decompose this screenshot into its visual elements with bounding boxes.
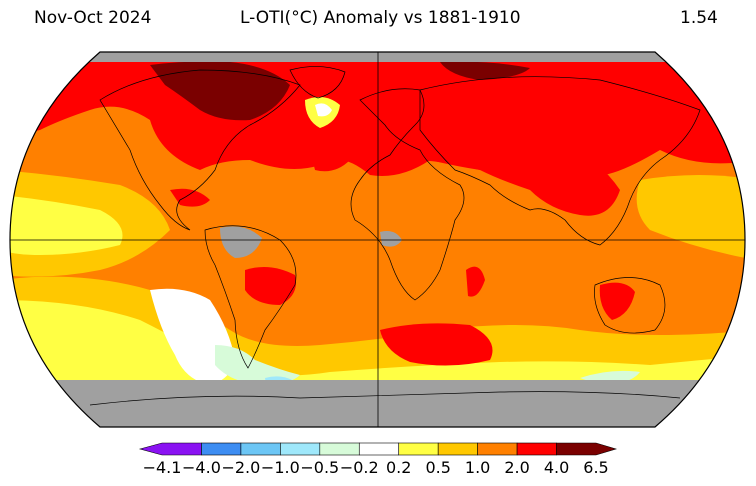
colorbar-swatch	[477, 442, 518, 456]
madagascar-red	[466, 266, 485, 297]
atlantic-red	[310, 148, 350, 172]
south-atlantic-red	[380, 323, 493, 366]
asia-red	[400, 126, 620, 216]
colorbar-tick-label: −1.0	[261, 458, 300, 477]
colorbar-swatch	[240, 442, 281, 456]
colorbar-tick-label: 4.0	[544, 458, 569, 477]
australia-red	[599, 282, 635, 320]
colorbar-tick-label: −4.1	[143, 458, 182, 477]
colorbar-tick-label: −2.0	[221, 458, 260, 477]
colorbar-tick-label: 1.0	[465, 458, 490, 477]
europe-africa-coast	[350, 88, 465, 301]
brazil-red	[245, 266, 296, 305]
colorbar-tick-label: 0.5	[425, 458, 450, 477]
colorbar-group: −4.1 −4.0 −2.0 −1.0 −0.5 −0.2 0.2 0.5 1.0 2.0 4.0 6…	[138, 442, 618, 477]
arctic-missing	[10, 52, 745, 62]
colorbar-tick-label: −0.2	[340, 458, 379, 477]
colorbar-swatch	[319, 442, 360, 456]
canada-dark-red	[150, 61, 290, 121]
map-title: L-OTI(°C) Anomaly vs 1881-1910	[240, 8, 521, 28]
colorbar-tick-label: −0.5	[300, 458, 339, 477]
period-label: Nov-Oct 2024	[34, 8, 152, 28]
amazon-missing	[220, 226, 262, 258]
anomaly-field	[10, 52, 745, 427]
colorbar-swatch	[201, 442, 242, 456]
antarctica-coast	[89, 391, 681, 406]
asia-coast	[419, 76, 701, 246]
greenland-coast	[289, 66, 346, 99]
colorbar-swatch	[138, 442, 202, 456]
congo-missing	[380, 231, 402, 247]
colorbar-tick-label: 0.2	[386, 458, 411, 477]
colorbar-tick-label: −4.0	[182, 458, 221, 477]
colorbar-swatch	[516, 442, 557, 456]
global-mean-value: 1.54	[680, 8, 718, 28]
colorbar-swatch	[358, 442, 400, 456]
west-pacific-gold	[636, 175, 745, 260]
north-atlantic-white	[315, 103, 332, 117]
colorbar-swatch	[280, 442, 321, 456]
colorbar-swatch	[437, 442, 478, 456]
siberia-dark-red	[440, 61, 530, 80]
colorbar-tick-label: 2.0	[504, 458, 529, 477]
antarctica-missing	[10, 380, 745, 427]
se-pacific-white	[150, 288, 235, 385]
peninsula-pale-green	[215, 345, 300, 385]
colorbar-swatch	[398, 442, 439, 456]
globe-outline	[9, 51, 746, 428]
australia-coast	[594, 277, 666, 334]
gulf-red	[170, 188, 210, 207]
colorbar-swatch	[556, 442, 618, 456]
north-america-coast	[99, 69, 301, 231]
colorbar-tick-label: 6.5	[583, 458, 608, 477]
